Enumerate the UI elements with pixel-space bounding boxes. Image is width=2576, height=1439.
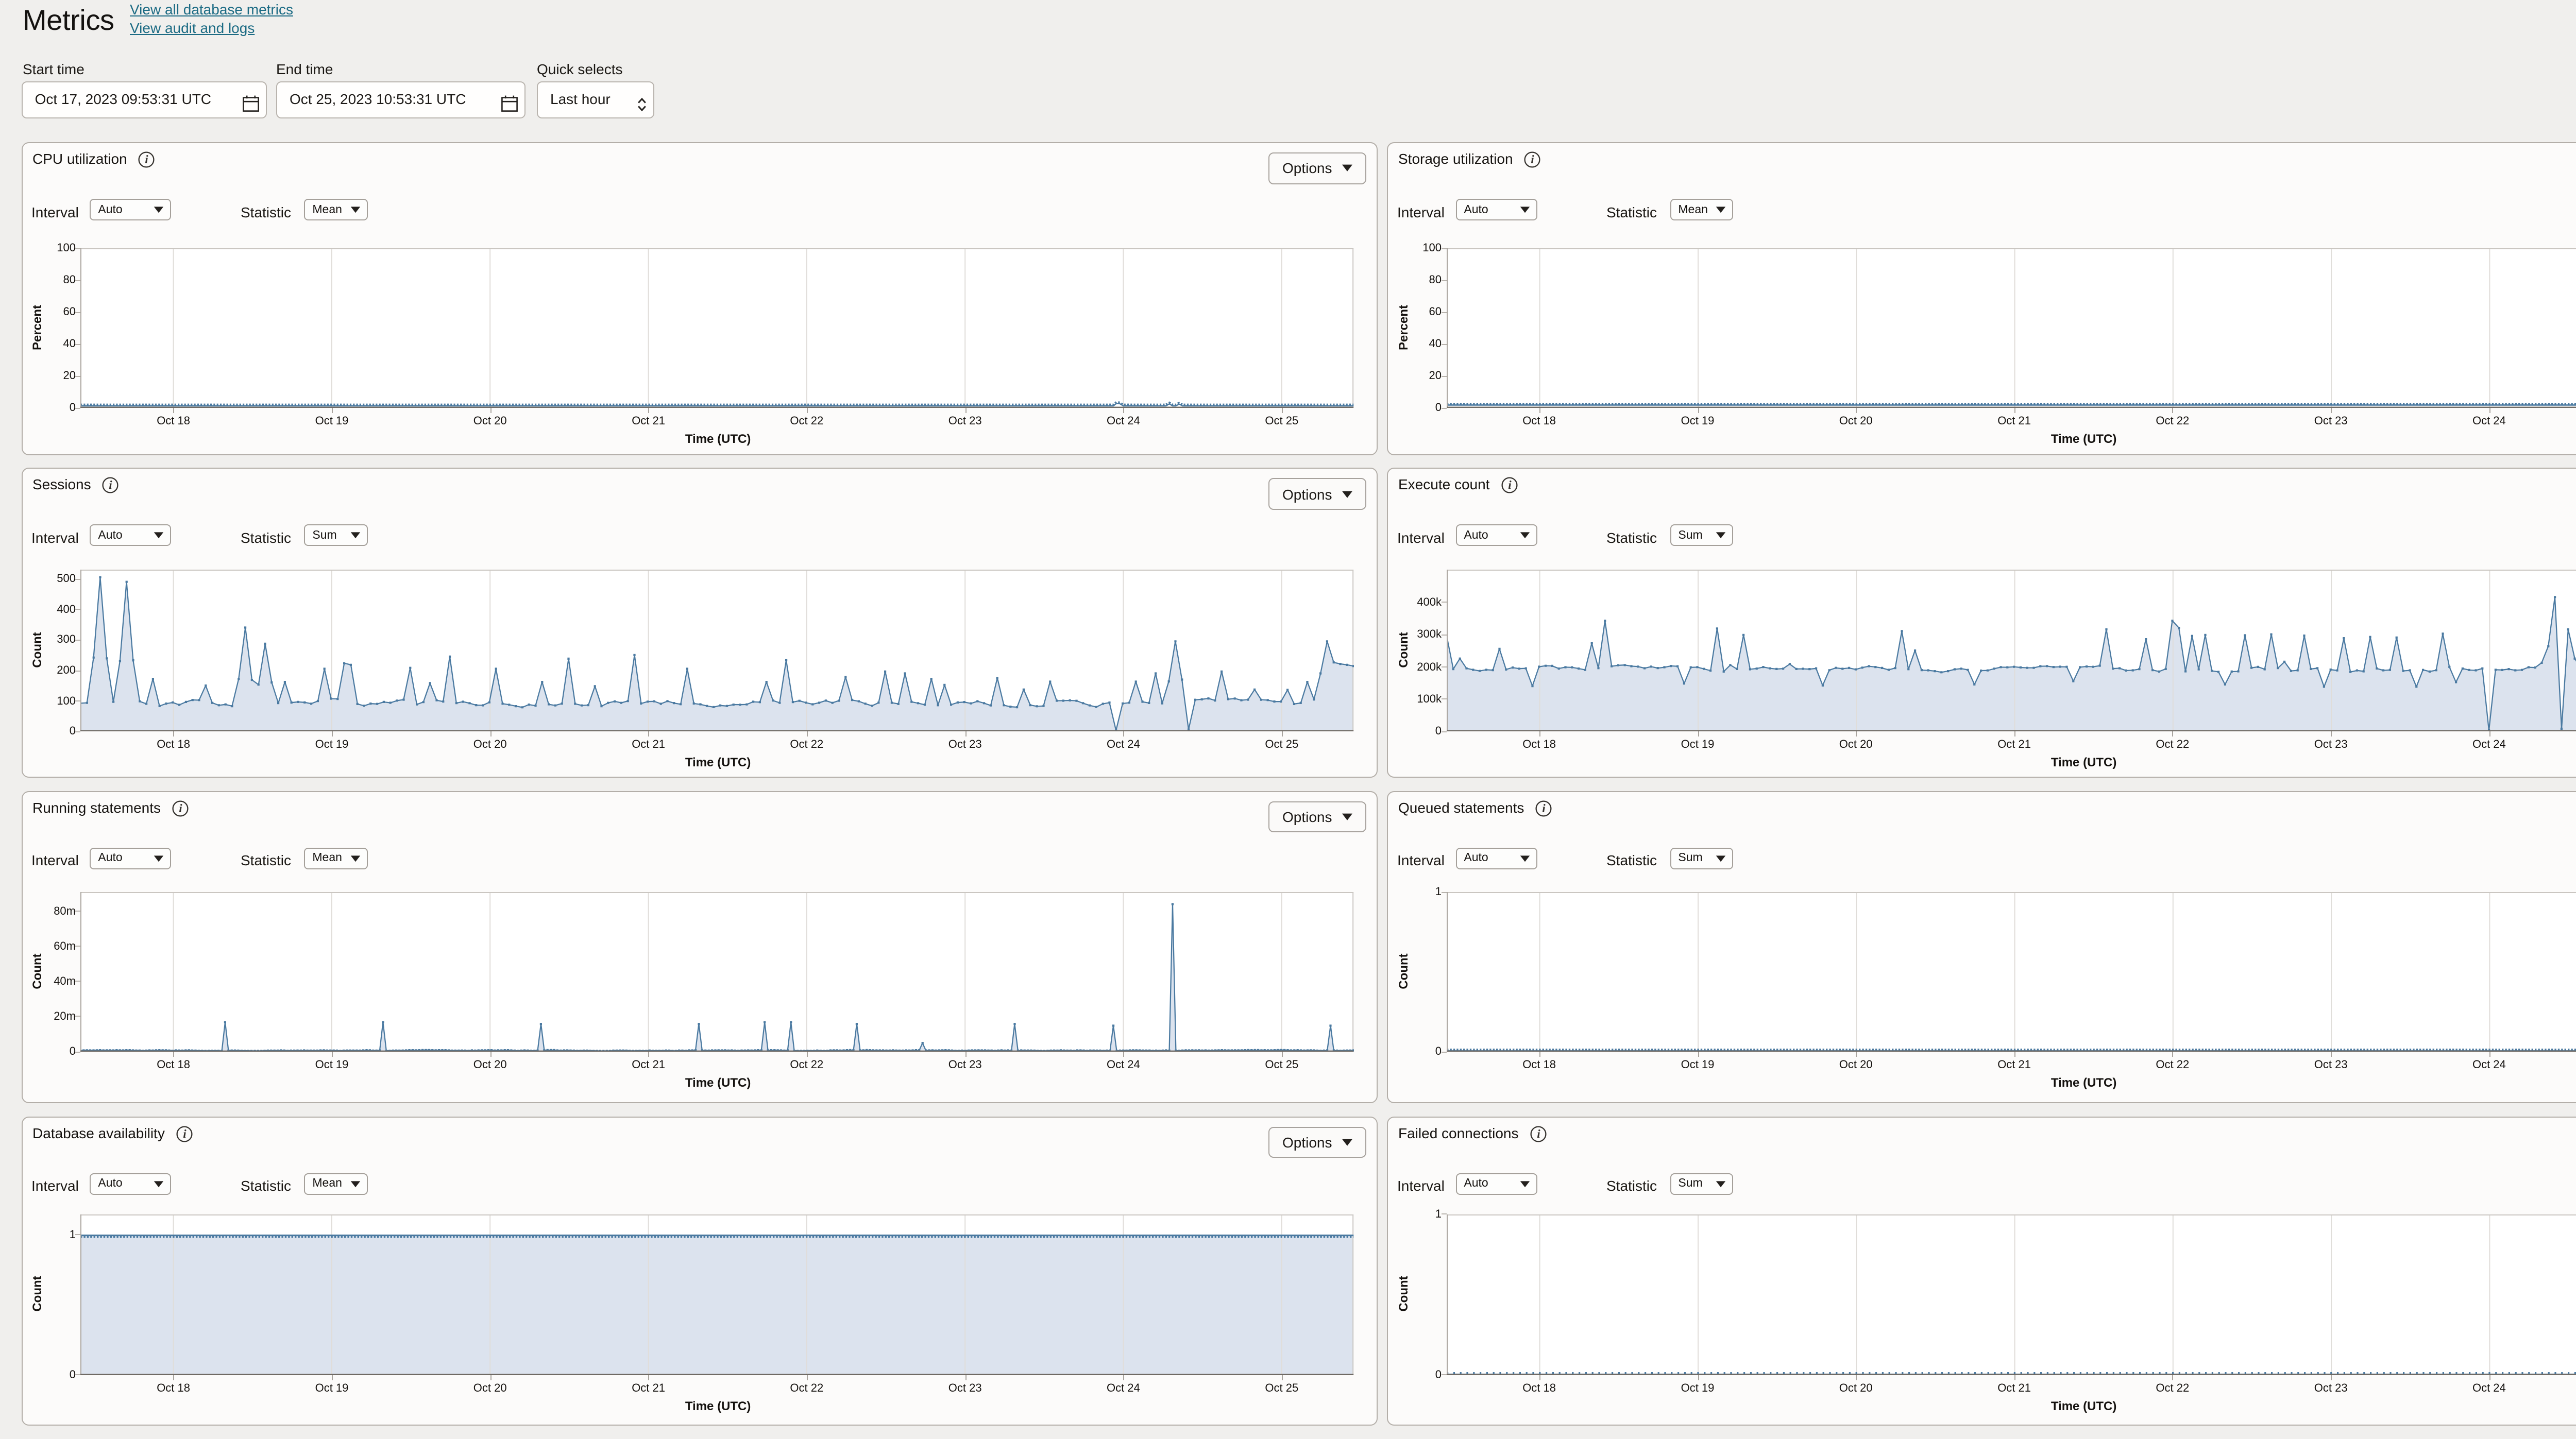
svg-text:i: i [1508,479,1512,492]
svg-text:i: i [183,1127,187,1140]
svg-text:i: i [179,801,182,814]
svg-text:i: i [1531,153,1535,166]
svg-text:i: i [109,479,113,492]
svg-text:i: i [1537,1127,1540,1140]
svg-text:i: i [1543,801,1546,814]
svg-text:i: i [145,153,149,166]
